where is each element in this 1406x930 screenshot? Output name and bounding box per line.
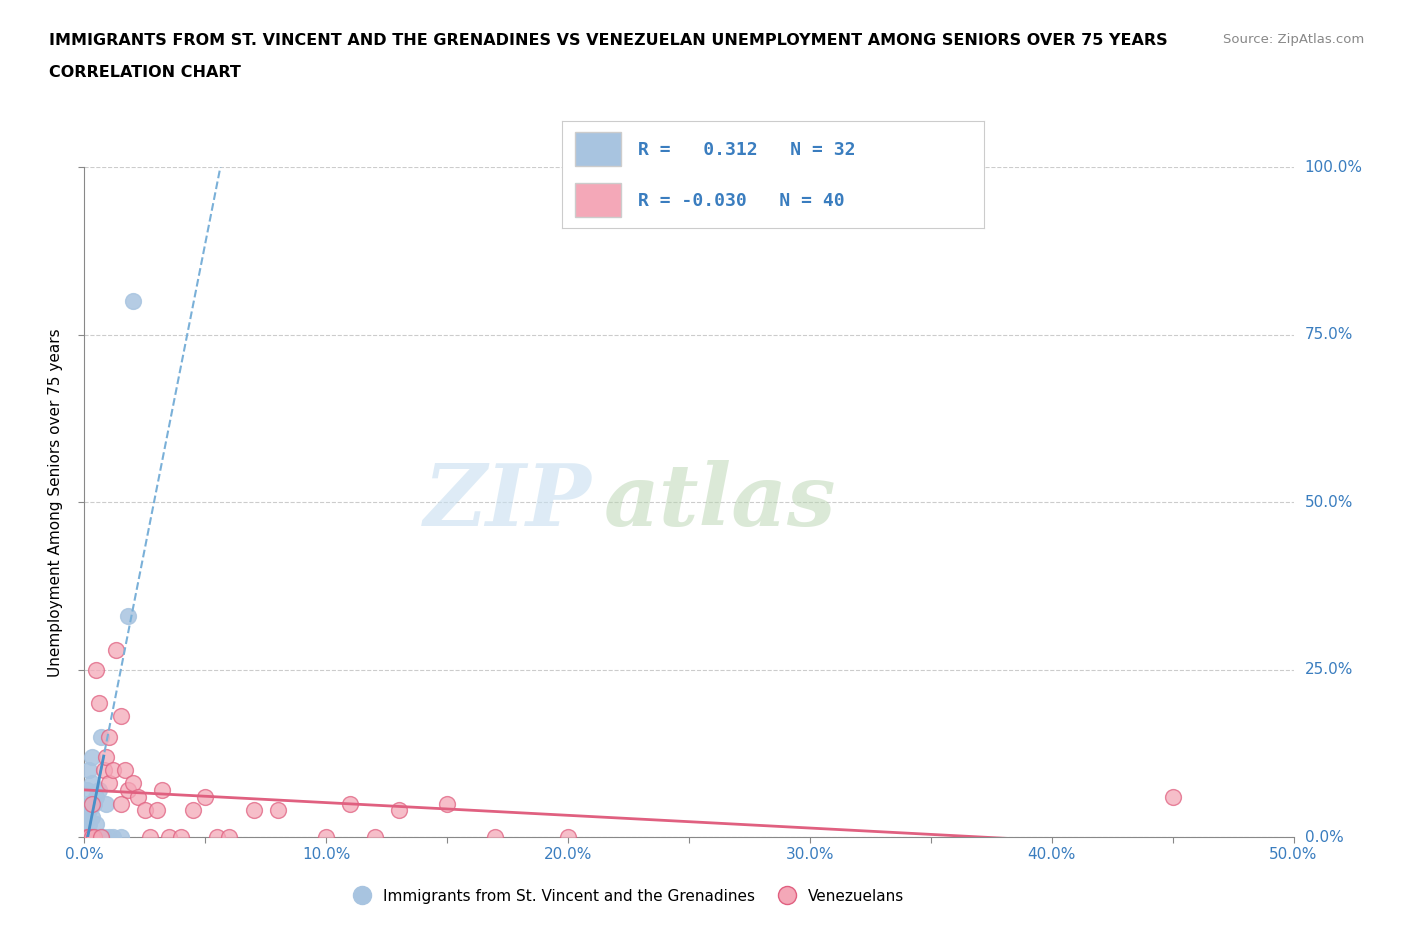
Point [76,796,98,811]
Text: R = -0.030   N = 40: R = -0.030 N = 40 [638,193,845,210]
Text: 0.0%: 0.0% [1305,830,1343,844]
Point [87,696,110,711]
Point [76,809,98,824]
Text: ZIP: ZIP [425,460,592,544]
Point [73,823,96,838]
Text: 75.0%: 75.0% [1305,327,1353,342]
Point [76,830,98,844]
Point [170,830,193,844]
Point [103,763,125,777]
Point [134,803,156,817]
Point [90,830,112,844]
Point [150,783,173,798]
Point [83,830,105,844]
Point [1161,790,1184,804]
Point [110,830,132,844]
Text: 50.0%: 50.0% [1305,495,1353,510]
Point [77,817,100,831]
Point [146,803,169,817]
Point [80,830,103,844]
Text: CORRELATION CHART: CORRELATION CHART [49,65,240,80]
Text: atlas: atlas [605,460,837,544]
Text: Source: ZipAtlas.com: Source: ZipAtlas.com [1223,33,1364,46]
Point [121,776,143,790]
Point [242,803,264,817]
Point [76,830,98,844]
Point [86,830,108,844]
Point [83,830,105,844]
Point [103,830,125,844]
Point [73,830,96,844]
Point [80,830,103,844]
Point [114,763,136,777]
Point [436,796,458,811]
Point [207,830,229,844]
Point [93,830,115,844]
Point [90,729,112,744]
Point [484,830,506,844]
Point [87,830,110,844]
Point [76,830,98,844]
Text: 100.0%: 100.0% [1305,160,1362,175]
Text: 25.0%: 25.0% [1305,662,1353,677]
Point [121,294,143,309]
Text: R =   0.312   N = 32: R = 0.312 N = 32 [638,140,856,159]
Text: IMMIGRANTS FROM ST. VINCENT AND THE GRENADINES VS VENEZUELAN UNEMPLOYMENT AMONG : IMMIGRANTS FROM ST. VINCENT AND THE GREN… [49,33,1168,47]
Point [97,830,120,844]
Point [76,783,98,798]
Point [315,830,337,844]
Point [93,763,115,777]
Point [117,608,139,623]
Point [73,830,96,844]
Point [77,830,100,844]
Point [181,803,204,817]
Point [77,803,100,817]
Point [83,796,105,811]
Point [110,709,132,724]
Point [388,803,411,817]
Point [97,729,120,744]
Point [87,783,110,798]
Point [86,662,108,677]
Point [80,776,103,790]
Point [194,790,217,804]
Y-axis label: Unemployment Among Seniors over 75 years: Unemployment Among Seniors over 75 years [48,328,63,676]
Point [77,763,100,777]
Point [557,830,579,844]
Point [127,790,149,804]
Point [80,750,103,764]
Point [218,830,240,844]
Point [73,817,96,831]
Point [97,776,120,790]
Point [86,817,108,831]
Point [94,750,117,764]
Point [157,830,180,844]
Point [339,796,361,811]
Point [80,796,103,811]
Point [110,796,132,811]
Point [138,830,160,844]
Point [117,783,139,798]
Point [77,830,100,844]
Point [267,803,290,817]
Point [363,830,385,844]
FancyBboxPatch shape [575,183,621,218]
FancyBboxPatch shape [575,132,621,166]
Point [80,809,103,824]
Legend: Immigrants from St. Vincent and the Grenadines, Venezuelans: Immigrants from St. Vincent and the Gren… [346,883,911,910]
Point [86,790,108,804]
Point [94,796,117,811]
Point [104,642,127,657]
